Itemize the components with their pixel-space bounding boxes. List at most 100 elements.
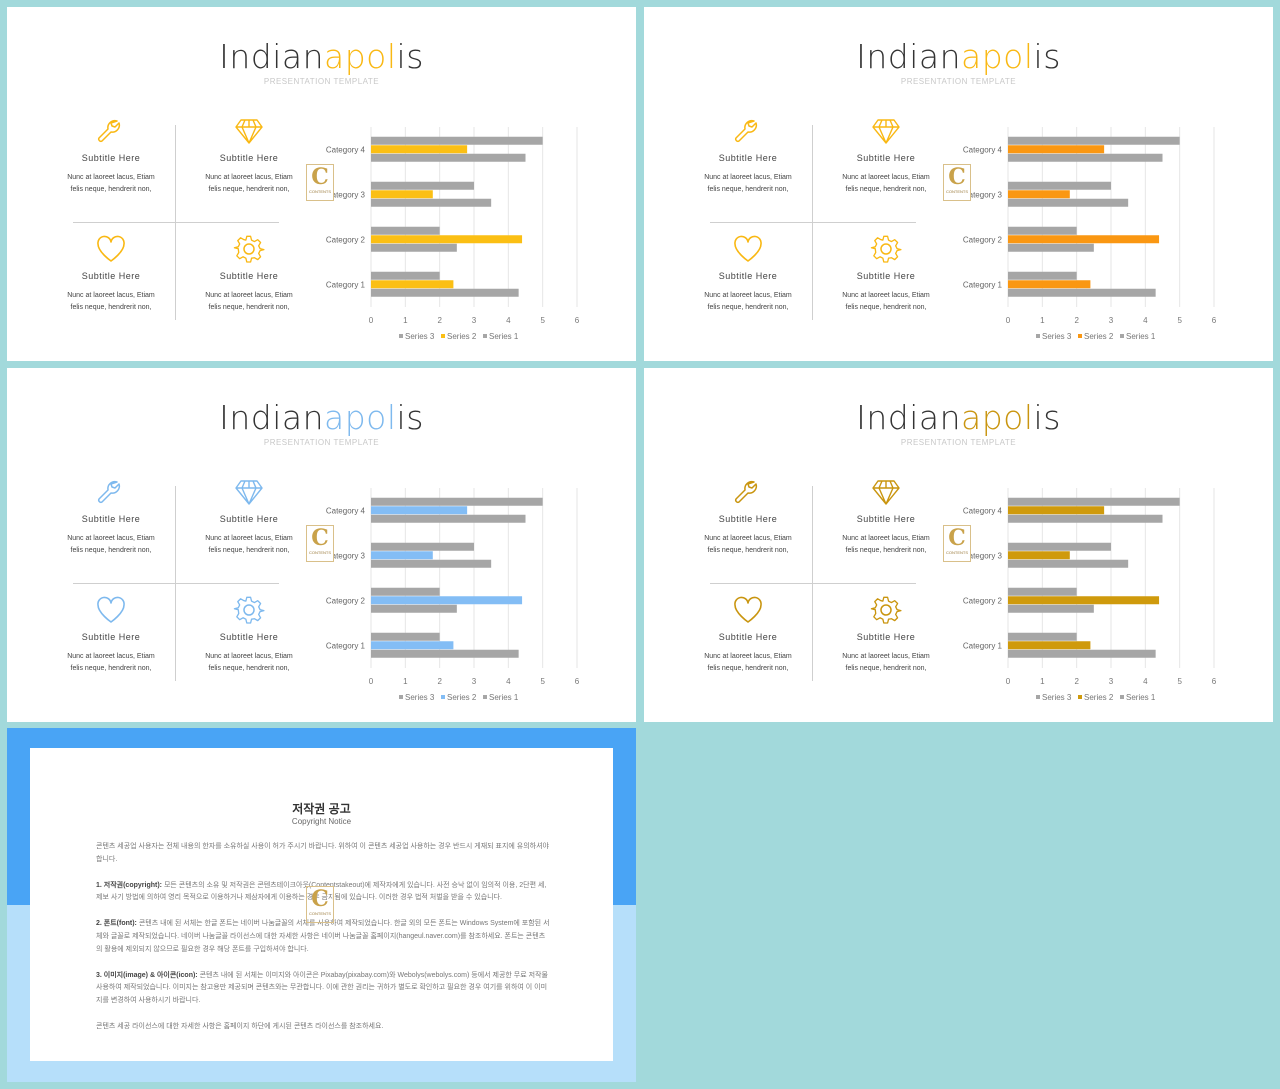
category-label: Category 2 bbox=[963, 236, 1003, 245]
feature-title: Subtitle Here bbox=[81, 153, 141, 163]
legend-swatch bbox=[441, 334, 445, 338]
slide-subtitle: PRESENTATION TEMPLATE bbox=[900, 77, 1017, 86]
bar-series-2 bbox=[371, 506, 468, 515]
feature-block: Subtitle Here Nunc at laoreet lacus, Etia… bbox=[821, 233, 951, 314]
x-tick-label: 0 bbox=[369, 316, 374, 325]
category-label: Category 1 bbox=[963, 642, 1003, 651]
copyright-notice-slide: 저작권 공고 Copyright Notice 콘텐츠 세공업 사용자는 전체 … bbox=[7, 728, 636, 1082]
category-label: Category 3 bbox=[963, 191, 1003, 200]
template-slide: Indianapolis PRESENTATION TEMPLATE Subtitl… bbox=[644, 368, 1273, 722]
x-tick-label: 5 bbox=[540, 677, 545, 686]
notice-paragraph-image: 3. 이미지(image) & 아이콘(icon): 콘텐츠 내에 된 서체는 … bbox=[96, 971, 548, 1005]
bar-series-1 bbox=[1008, 198, 1129, 207]
feature-desc: Nunc at laoreet lacus, Etiam felis neque,… bbox=[842, 292, 930, 311]
legend-label: Series 3 bbox=[1042, 332, 1072, 341]
bar-series-1 bbox=[371, 153, 526, 162]
x-tick-label: 0 bbox=[1006, 316, 1011, 325]
x-tick-label: 2 bbox=[437, 677, 442, 686]
category-label: Category 4 bbox=[963, 146, 1003, 155]
legend-swatch bbox=[441, 695, 445, 699]
category-label: Category 4 bbox=[326, 507, 366, 516]
feature-title: Subtitle Here bbox=[856, 153, 916, 163]
wrench-icon bbox=[734, 119, 758, 143]
watermark-logo: C CONTENTS bbox=[306, 164, 334, 201]
bar-series-3 bbox=[371, 136, 543, 145]
slide-subtitle: PRESENTATION TEMPLATE bbox=[900, 438, 1017, 447]
bar-series-3 bbox=[1008, 136, 1180, 145]
divider-horizontal bbox=[710, 222, 916, 223]
feature-block: Subtitle Here Nunc at laoreet lacus, Etia… bbox=[683, 233, 813, 314]
feature-title: Subtitle Here bbox=[856, 271, 916, 281]
category-label: Category 2 bbox=[326, 597, 366, 606]
divider-horizontal bbox=[73, 222, 279, 223]
bar-series-2 bbox=[371, 145, 468, 154]
feature-block: Subtitle Here Nunc at laoreet lacus, Etia… bbox=[683, 476, 813, 557]
bar-chart: 0 1 2 3 4 5 6 Category 1 Category 2 Category 3 Cat… bbox=[326, 127, 580, 341]
bar-series-3 bbox=[371, 542, 474, 551]
bar-series-1 bbox=[371, 243, 457, 252]
category-label: Category 3 bbox=[963, 552, 1003, 561]
x-tick-label: 2 bbox=[437, 316, 442, 325]
feature-title: Subtitle Here bbox=[856, 632, 916, 642]
feature-block: Subtitle Here Nunc at laoreet lacus, Etia… bbox=[184, 233, 314, 314]
bar-series-2 bbox=[371, 596, 523, 605]
bar-series-2 bbox=[1008, 280, 1091, 289]
feature-title: Subtitle Here bbox=[81, 514, 141, 524]
feature-block: Subtitle Here Nunc at laoreet lacus, Etia… bbox=[46, 233, 176, 314]
feature-title: Subtitle Here bbox=[219, 632, 279, 642]
feature-desc: Nunc at laoreet lacus, Etiam felis neque,… bbox=[205, 535, 293, 554]
x-tick-label: 3 bbox=[1109, 677, 1114, 686]
bar-series-2 bbox=[371, 280, 454, 289]
category-label: Category 4 bbox=[963, 507, 1003, 516]
bar-series-1 bbox=[371, 198, 492, 207]
bar-chart: 0 1 2 3 4 5 6 Category 1 Category 2 Category 3 Cat… bbox=[963, 488, 1217, 702]
notice-card: 저작권 공고 Copyright Notice 콘텐츠 세공업 사용자는 전체 … bbox=[30, 748, 613, 1061]
feature-desc: Nunc at laoreet lacus, Etiam felis neque,… bbox=[704, 653, 792, 672]
bar-series-3 bbox=[1008, 587, 1077, 596]
bar-chart: 0 1 2 3 4 5 6 Category 1 Category 2 Category 3 Cat… bbox=[963, 127, 1217, 341]
watermark-logo: C CONTENTS bbox=[306, 886, 334, 923]
bar-series-3 bbox=[371, 587, 440, 596]
feature-block: Subtitle Here Nunc at laoreet lacus, Etia… bbox=[46, 115, 176, 196]
x-tick-label: 6 bbox=[575, 677, 580, 686]
category-label: Category 1 bbox=[963, 281, 1003, 290]
slide-subtitle: PRESENTATION TEMPLATE bbox=[263, 438, 380, 447]
notice-subtitle: Copyright Notice bbox=[291, 817, 352, 826]
x-tick-label: 3 bbox=[472, 677, 477, 686]
slide-title: Indianapolis bbox=[219, 398, 424, 437]
feature-block: Subtitle Here Nunc at laoreet lacus, Etia… bbox=[46, 594, 176, 675]
feature-block: Subtitle Here Nunc at laoreet lacus, Etia… bbox=[821, 594, 951, 675]
feature-desc: Nunc at laoreet lacus, Etiam felis neque,… bbox=[67, 653, 155, 672]
slide-title: Indianapolis bbox=[856, 37, 1061, 76]
heart-icon bbox=[97, 235, 125, 262]
category-label: Category 1 bbox=[326, 281, 366, 290]
category-label: Category 4 bbox=[326, 146, 366, 155]
x-tick-label: 2 bbox=[1074, 677, 1079, 686]
feature-desc: Nunc at laoreet lacus, Etiam felis neque,… bbox=[67, 292, 155, 311]
x-tick-label: 0 bbox=[1006, 677, 1011, 686]
feature-title: Subtitle Here bbox=[81, 271, 141, 281]
feature-desc: Nunc at laoreet lacus, Etiam felis neque,… bbox=[842, 174, 930, 193]
slide-title: Indianapolis bbox=[856, 398, 1061, 437]
bar-series-3 bbox=[371, 632, 440, 641]
x-tick-label: 5 bbox=[1177, 316, 1182, 325]
bar-series-2 bbox=[371, 190, 433, 199]
feature-title: Subtitle Here bbox=[219, 153, 279, 163]
wrench-icon bbox=[97, 119, 121, 143]
template-slide: Indianapolis PRESENTATION TEMPLATE Subtitl… bbox=[7, 7, 636, 361]
x-tick-label: 1 bbox=[1040, 677, 1045, 686]
feature-title: Subtitle Here bbox=[81, 632, 141, 642]
legend-swatch bbox=[1120, 695, 1124, 699]
notice-title: 저작권 공고 bbox=[292, 802, 351, 816]
feature-block: Subtitle Here Nunc at laoreet lacus, Etia… bbox=[683, 115, 813, 196]
legend-label: Series 1 bbox=[489, 332, 519, 341]
slide-subtitle: PRESENTATION TEMPLATE bbox=[263, 77, 380, 86]
watermark-logo: C CONTENTS bbox=[943, 525, 971, 562]
bar-series-3 bbox=[1008, 497, 1180, 506]
feature-desc: Nunc at laoreet lacus, Etiam felis neque,… bbox=[205, 653, 293, 672]
x-tick-label: 5 bbox=[1177, 677, 1182, 686]
feature-block: Subtitle Here Nunc at laoreet lacus, Etia… bbox=[184, 594, 314, 675]
legend-label: Series 2 bbox=[1084, 332, 1114, 341]
x-tick-label: 1 bbox=[403, 677, 408, 686]
bar-series-1 bbox=[1008, 649, 1156, 658]
